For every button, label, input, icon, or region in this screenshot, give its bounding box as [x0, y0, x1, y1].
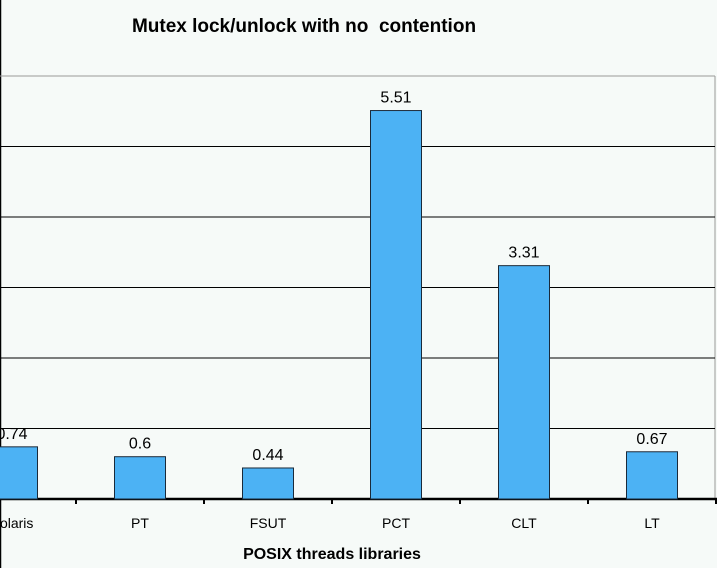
x-axis-label: POSIX threads libraries [243, 546, 421, 563]
data-label: 0.74 [0, 426, 28, 443]
data-label: 0.67 [636, 431, 667, 448]
x-tick-label: PT [131, 515, 149, 531]
x-tick-label: PCT [382, 515, 410, 531]
chart-title: Mutex lock/unlock with no contention [132, 16, 476, 37]
data-label: 5.51 [380, 90, 411, 107]
x-tick-label: LT [644, 515, 660, 531]
x-tick-label: Solaris [0, 515, 33, 531]
bar-solaris [0, 446, 38, 500]
bar-pt [114, 456, 166, 500]
data-label: 0.6 [129, 436, 151, 453]
data-label: 0.44 [252, 447, 283, 464]
bar-clt [498, 265, 550, 500]
data-label: 3.31 [508, 245, 539, 262]
bar-pct [370, 110, 422, 500]
bar-lt [626, 451, 678, 500]
x-tick-label: FSUT [250, 515, 287, 531]
bar-fsut [242, 467, 294, 500]
x-tick-label: CLT [511, 515, 537, 531]
